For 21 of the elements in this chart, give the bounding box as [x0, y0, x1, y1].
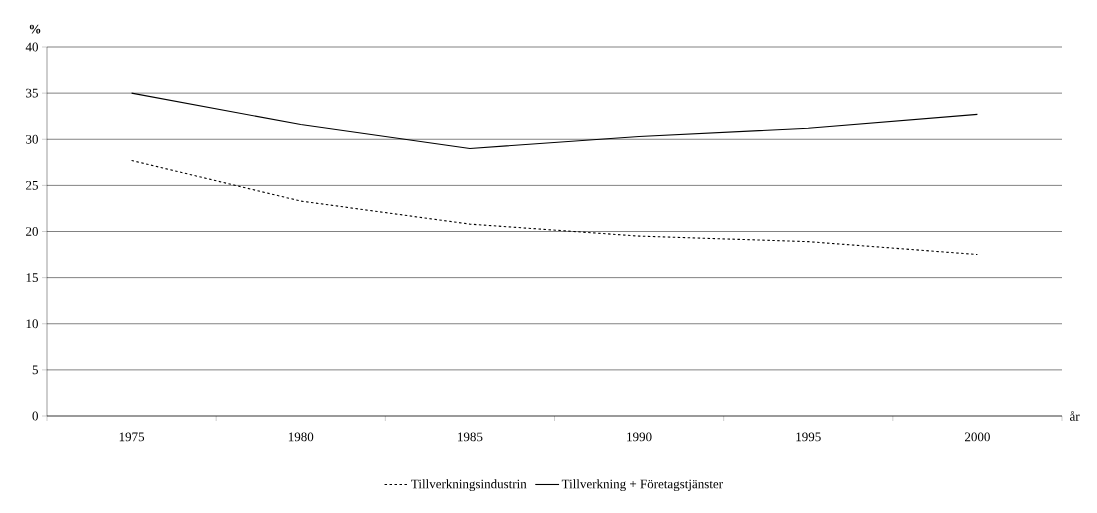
y-tick-label: 15 — [26, 273, 38, 282]
x-tick-label: 2000 — [965, 432, 990, 442]
x-tick-label: 1980 — [288, 432, 314, 442]
x-tick-label: 1995 — [796, 432, 821, 442]
y-tick-label: 35 — [26, 88, 38, 98]
x-tick-label: 1975 — [119, 432, 145, 442]
y-tick-label: 0 — [32, 411, 38, 421]
line-series — [131, 92, 978, 150]
y-tick-label: 10 — [26, 319, 38, 329]
y-tick-label: 40 — [25, 42, 38, 52]
y-tick-label: 30 — [26, 134, 38, 144]
x-axis-title: år — [1069, 411, 1080, 421]
line-series — [131, 159, 978, 256]
y-tick-label: 25 — [26, 181, 38, 190]
y-axis-title: % — [29, 24, 41, 34]
y-tick-label: 5 — [32, 365, 38, 375]
legend-label: Tillverkningsindustrin — [411, 479, 527, 492]
legend-label: Tillverkning + Företagstjänster — [561, 479, 723, 492]
x-tick-label: 1985 — [458, 432, 483, 442]
y-tick-label: 20 — [26, 227, 38, 236]
x-tick-label: 1990 — [627, 432, 652, 442]
